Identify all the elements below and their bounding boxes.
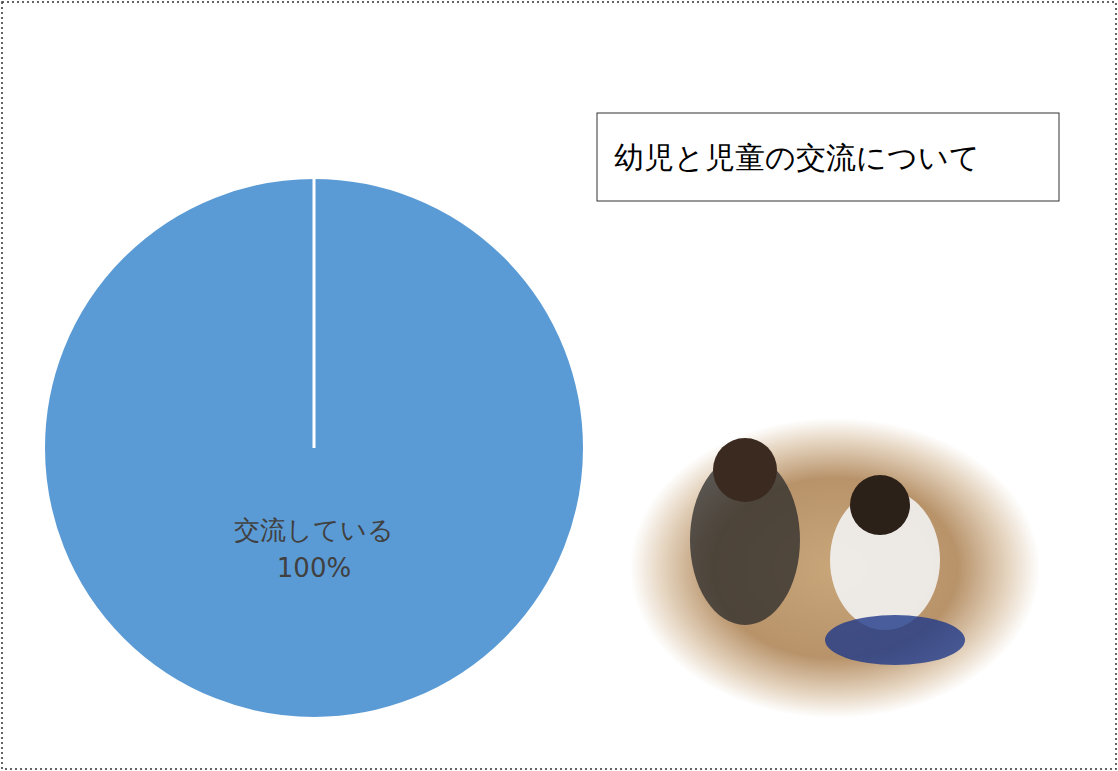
- chart-canvas: 交流している 100% 幼児と児童の交流について: [0, 0, 1118, 771]
- photo-oval: [630, 418, 1040, 718]
- frame: [2, 2, 1116, 769]
- pie-labels: 交流している 100%: [234, 515, 394, 583]
- slice-value: 100%: [277, 553, 351, 583]
- title-box: [597, 113, 1059, 201]
- pie: [44, 178, 584, 718]
- slice-category: 交流している: [234, 515, 394, 545]
- photo-figure: [850, 475, 910, 535]
- photo: [630, 418, 1040, 718]
- pie-slice: [44, 178, 584, 718]
- slice-separator: [313, 178, 316, 448]
- photo-figure: [825, 615, 965, 665]
- title: 幼児と児童の交流について: [614, 140, 980, 175]
- photo-figure: [713, 438, 777, 502]
